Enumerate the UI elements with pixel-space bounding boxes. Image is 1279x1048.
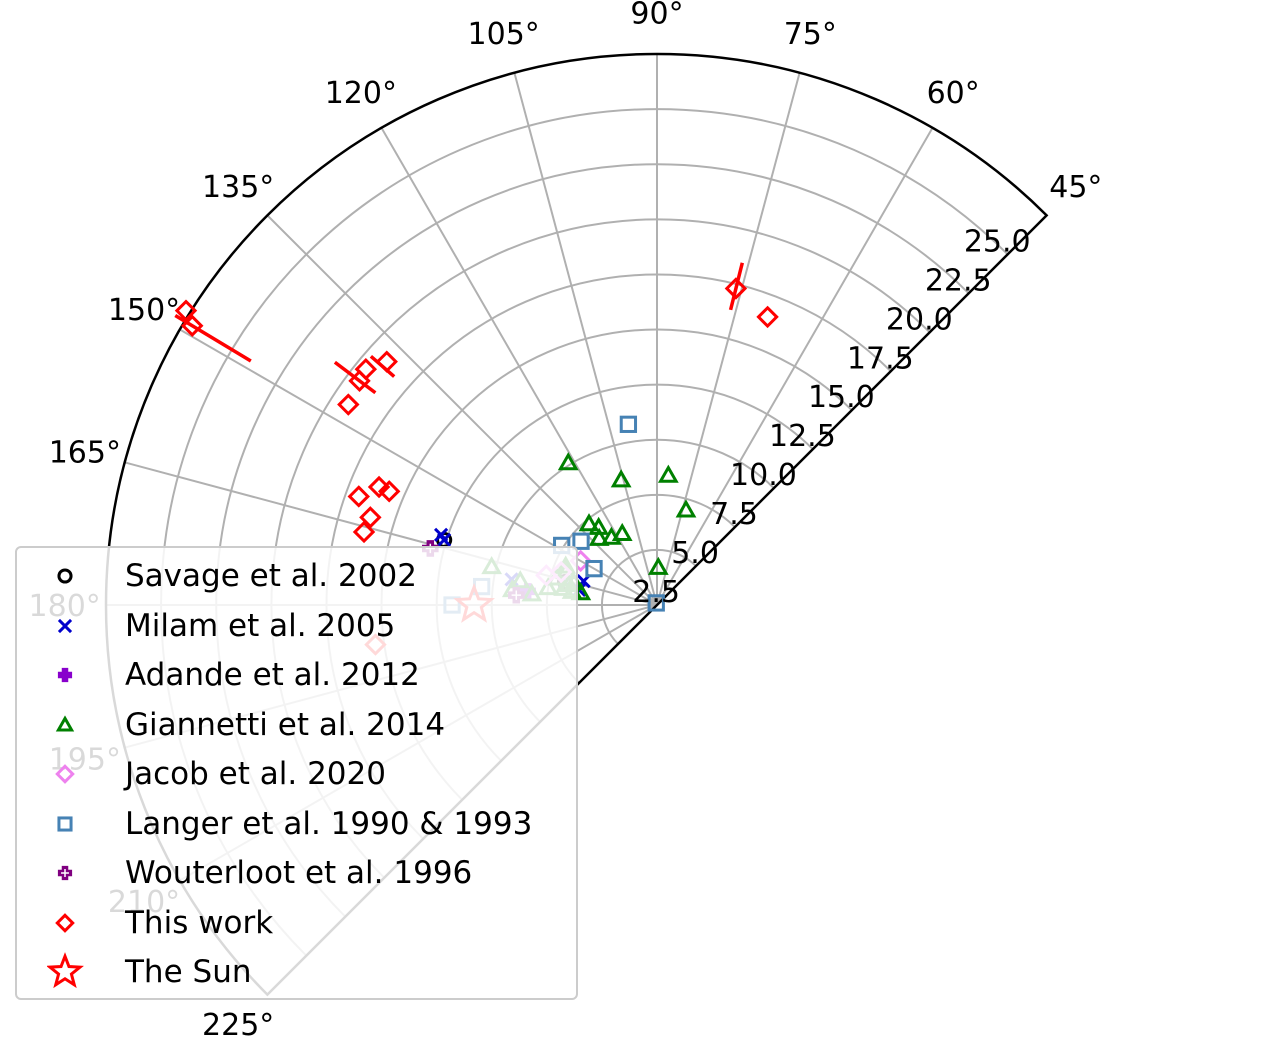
grid-spoke xyxy=(513,72,658,606)
r-tick-label: 20.0 xyxy=(886,302,953,337)
series-this-work-point xyxy=(724,277,748,300)
theta-tick-label: 135° xyxy=(202,170,274,205)
series-langer-et-al-1990-1993-point xyxy=(647,594,665,612)
theta-tick-label: 225° xyxy=(202,1008,274,1043)
legend-marker-shape xyxy=(55,912,75,933)
theta-tick-label: 90° xyxy=(630,0,683,32)
series-giannetti-et-al-2014-point xyxy=(610,469,632,488)
legend-item: This work xyxy=(17,899,576,949)
series-this-work-point xyxy=(756,305,779,329)
legend-item: Jacob et al. 2020 xyxy=(17,750,576,800)
legend-marker xyxy=(55,764,75,784)
theta-tick-label: 150° xyxy=(108,293,180,328)
series-this-work-point xyxy=(375,350,398,373)
legend-marker xyxy=(57,568,73,584)
legend-marker-shape xyxy=(57,618,73,633)
legend-label: This work xyxy=(125,904,274,941)
theta-tick-label: 105° xyxy=(468,17,540,52)
r-tick-label: 2.5 xyxy=(632,575,680,610)
series-langer-et-al-1990-1993-point xyxy=(585,559,603,578)
legend-marker xyxy=(57,618,73,633)
theta-tick-label: 60° xyxy=(927,76,980,111)
series-giannetti-et-al-2014-point xyxy=(611,522,633,542)
series-langer-et-al-1990-1993-point xyxy=(572,532,590,550)
legend-marker-shape xyxy=(57,815,73,832)
legend-marker xyxy=(55,714,75,731)
legend-label: Giannetti et al. 2014 xyxy=(125,706,446,743)
legend-item: Giannetti et al. 2014 xyxy=(17,701,576,751)
r-tick-label: 12.5 xyxy=(769,419,836,454)
series-giannetti-et-al-2014-point xyxy=(675,499,697,518)
theta-tick-label: 165° xyxy=(49,436,121,471)
theta-tick-label: 75° xyxy=(784,17,837,52)
series-this-work-point xyxy=(359,506,382,529)
legend-marker xyxy=(47,952,84,989)
theta-tick-label: 120° xyxy=(325,76,397,111)
r-tick-label: 22.5 xyxy=(925,263,992,298)
series-giannetti-et-al-2014-point xyxy=(588,516,610,535)
series-giannetti-et-al-2014-point xyxy=(657,464,679,483)
legend-marker-shape-inner xyxy=(61,869,69,877)
series-this-work-error-bar xyxy=(728,262,745,311)
legend-marker-shape xyxy=(57,667,73,683)
legend-item: Langer et al. 1990 & 1993 xyxy=(17,800,576,850)
legend-marker-shape xyxy=(57,568,73,584)
legend-label: Milam et al. 2005 xyxy=(125,607,396,644)
legend-marker-shape xyxy=(55,764,75,784)
series-this-work-point xyxy=(181,314,204,337)
legend-label: The Sun xyxy=(125,954,252,990)
r-tick-label: 10.0 xyxy=(730,458,797,493)
series-langer-et-al-1990-1993-point xyxy=(619,415,638,433)
series-this-work-point xyxy=(354,357,378,381)
legend-marker xyxy=(55,912,75,933)
r-tick-label: 7.5 xyxy=(710,497,758,532)
r-tick-label: 17.5 xyxy=(847,341,914,376)
r-tick-label: 5.0 xyxy=(671,536,719,571)
legend-item: Adande et al. 2012 xyxy=(17,651,576,701)
legend-item: Milam et al. 2005 xyxy=(17,602,576,652)
legend-item: Wouterloot et al. 1996 xyxy=(17,849,576,899)
legend-label: Jacob et al. 2020 xyxy=(125,756,386,792)
series-this-work-point xyxy=(347,485,370,508)
legend-label: Adande et al. 2012 xyxy=(125,657,420,693)
legend-marker-shape xyxy=(55,714,75,731)
series-giannetti-et-al-2014-point xyxy=(588,527,610,546)
legend-marker xyxy=(57,815,73,832)
legend-item: Savage et al. 2002 xyxy=(17,552,576,602)
series-this-work-point xyxy=(352,520,376,544)
series-giannetti-et-al-2014-point xyxy=(557,452,579,471)
series-milam-et-al-2005-point xyxy=(433,527,449,542)
series-this-work-point xyxy=(337,393,360,416)
series-giannetti-et-al-2014-point xyxy=(578,513,600,532)
series-this-work-point xyxy=(377,480,401,503)
series-this-work-point xyxy=(367,475,391,499)
series-this-work-point xyxy=(174,299,198,322)
r-tick-label: 25.0 xyxy=(964,224,1031,259)
r-tick-label: 15.0 xyxy=(808,380,875,415)
series-giannetti-et-al-2014-point xyxy=(647,556,669,575)
legend-label: Wouterloot et al. 1996 xyxy=(125,855,473,891)
legend-label: Langer et al. 1990 & 1993 xyxy=(125,805,533,842)
legend-item: The Sun xyxy=(17,948,576,998)
legend-label: Savage et al. 2002 xyxy=(125,558,417,594)
legend-marker-shape xyxy=(47,952,84,989)
tick-labels: 45°60°75°90°105°120°135°150°165°180°195°… xyxy=(29,0,1103,1043)
theta-tick-label: 45° xyxy=(1049,170,1102,205)
grid-spoke xyxy=(656,127,934,606)
legend: Savage et al. 2002 Milam et al. 2005 Adand… xyxy=(15,546,578,1000)
legend-marker xyxy=(57,667,73,683)
legend-marker xyxy=(57,865,73,881)
grid-spoke xyxy=(380,127,658,606)
